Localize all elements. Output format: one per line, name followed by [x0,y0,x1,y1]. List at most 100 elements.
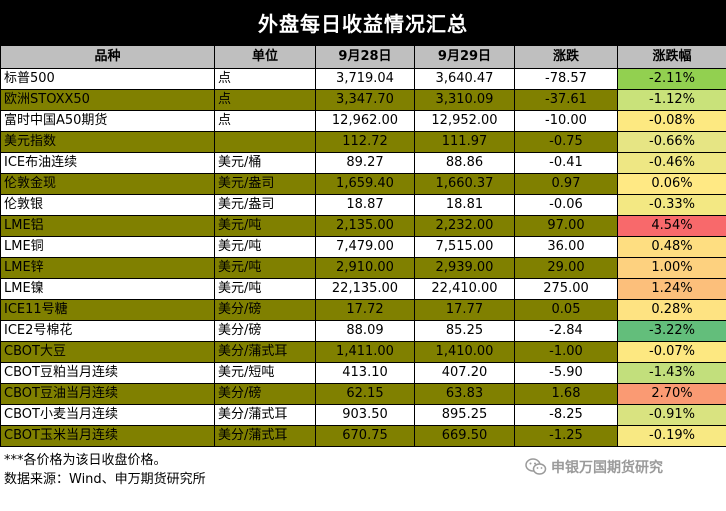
cell-change: -78.57 [514,68,618,90]
cell-name: ICE11号糖 [0,299,215,321]
table-row: CBOT小麦当月连续 美分/蒲式耳 903.50 895.25 -8.25 -0.91% [0,404,726,426]
price-note: ***各价格为该日收盘价格。 [4,453,167,468]
cell-close-date1: 670.75 [315,425,415,447]
cell-change-pct: -0.91% [617,404,726,426]
cell-unit: 美元/吨 [214,257,316,279]
header-date2: 9月29日 [414,45,515,69]
cell-name: LME锌 [0,257,215,279]
cell-close-date2: 407.20 [414,362,515,384]
cell-unit: 美分/磅 [214,383,316,405]
cell-close-date2: 3,640.47 [414,68,515,90]
cell-unit: 美分/磅 [214,299,316,321]
table-row: 美元指数 112.72 111.97 -0.75 -0.66% [0,131,726,153]
cell-close-date1: 2,910.00 [315,257,415,279]
table-row: 伦敦银 美元/盎司 18.87 18.81 -0.06 -0.33% [0,194,726,216]
cell-close-date1: 1,659.40 [315,173,415,195]
cell-close-date2: 85.25 [414,320,515,342]
table-row: LME锌 美元/吨 2,910.00 2,939.00 29.00 1.00% [0,257,726,279]
cell-change-pct: -0.07% [617,341,726,363]
cell-change: 29.00 [514,257,618,279]
cell-change: -5.90 [514,362,618,384]
cell-unit: 美分/蒲式耳 [214,425,316,447]
cell-unit: 美元/吨 [214,236,316,258]
cell-name: LME镍 [0,278,215,300]
cell-change-pct: 0.06% [617,173,726,195]
cell-close-date2: 17.77 [414,299,515,321]
cell-close-date1: 2,135.00 [315,215,415,237]
cell-change-pct: -0.19% [617,425,726,447]
cell-close-date2: 111.97 [414,131,515,153]
cell-change: -10.00 [514,110,618,132]
watermark: 申银万国期货研究 [525,457,663,477]
cell-change: 275.00 [514,278,618,300]
header-unit: 单位 [214,45,316,69]
table-row: 标普500 点 3,719.04 3,640.47 -78.57 -2.11% [0,68,726,90]
table-row: 富时中国A50期货点 12,962.00 12,952.00 -10.00 -0.08% [0,110,726,132]
cell-close-date1: 17.72 [315,299,415,321]
header-variety: 品种 [0,45,215,69]
table-row: ICE2号棉花 美分/磅 88.09 85.25 -2.84 -3.22% [0,320,726,342]
table-row: ICE布油连续 美元/桶 89.27 88.86 -0.41 -0.46% [0,152,726,174]
cell-change: 0.97 [514,173,618,195]
cell-close-date2: 3,310.09 [414,89,515,111]
cell-change-pct: -1.12% [617,89,726,111]
cell-name: 美元指数 [0,131,215,153]
footer: ***各价格为该日收盘价格。 数据来源：Wind、申万期货研究所 申银万国期货研… [0,447,726,488]
cell-close-date2: 895.25 [414,404,515,426]
cell-unit: 美元/吨 [214,278,316,300]
header-date1: 9月28日 [315,45,415,69]
cell-change: -8.25 [514,404,618,426]
cell-close-date2: 2,232.00 [414,215,515,237]
cell-close-date1: 18.87 [315,194,415,216]
cell-change-pct: -0.33% [617,194,726,216]
cell-close-date1: 3,719.04 [315,68,415,90]
cell-close-date2: 18.81 [414,194,515,216]
cell-unit: 美分/蒲式耳 [214,404,316,426]
cell-change-pct: 0.48% [617,236,726,258]
cell-close-date2: 63.83 [414,383,515,405]
cell-change: -0.06 [514,194,618,216]
cell-close-date1: 112.72 [315,131,415,153]
cell-name: CBOT大豆 [0,341,215,363]
cell-close-date1: 89.27 [315,152,415,174]
cell-change-pct: -3.22% [617,320,726,342]
cell-close-date2: 669.50 [414,425,515,447]
cell-close-date1: 62.15 [315,383,415,405]
cell-change-pct: -0.46% [617,152,726,174]
cell-change: -0.75 [514,131,618,153]
cell-close-date2: 1,660.37 [414,173,515,195]
cell-close-date2: 12,952.00 [414,110,515,132]
header-change-pct: 涨跌幅 [617,45,726,69]
cell-close-date2: 7,515.00 [414,236,515,258]
table-row: CBOT豆油当月连续 美分/磅 62.15 63.83 1.68 2.70% [0,383,726,405]
cell-close-date2: 88.86 [414,152,515,174]
cell-unit: 美元/盎司 [214,194,316,216]
cell-close-date1: 1,411.00 [315,341,415,363]
cell-close-date2: 2,939.00 [414,257,515,279]
table-row: LME铜 美元/吨 7,479.00 7,515.00 36.00 0.48% [0,236,726,258]
table-row: LME镍 美元/吨 22,135.00 22,410.00 275.00 1.24% [0,278,726,300]
cell-change: -1.00 [514,341,618,363]
cell-name: CBOT豆油当月连续 [0,383,215,405]
cell-name: ICE2号棉花 [0,320,215,342]
cell-change: 36.00 [514,236,618,258]
cell-change-pct: 2.70% [617,383,726,405]
cell-unit: 美元/短吨 [214,362,316,384]
cell-change-pct: -2.11% [617,68,726,90]
cell-close-date1: 3,347.70 [315,89,415,111]
table-row: CBOT大豆 美分/蒲式耳 1,411.00 1,410.00 -1.00 -0.07% [0,341,726,363]
cell-unit: 美分/蒲式耳 [214,341,316,363]
table-row: LME铝 美元/吨 2,135.00 2,232.00 97.00 4.54% [0,215,726,237]
cell-unit: 点 [214,68,316,90]
cell-change-pct: 1.24% [617,278,726,300]
table-row: CBOT豆粕当月连续 美元/短吨 413.10 407.20 -5.90 -1.43% [0,362,726,384]
cell-change-pct: 0.28% [617,299,726,321]
cell-close-date1: 12,962.00 [315,110,415,132]
cell-change: -1.25 [514,425,618,447]
summary-table: 品种 单位 9月28日 9月29日 涨跌 涨跌幅 标普500 点 3,719.04 3… [0,45,726,447]
table-body: 标普500 点 3,719.04 3,640.47 -78.57 -2.11% 欧洲STOX… [0,68,726,447]
source-note: 数据来源：Wind、申万期货研究所 [4,472,206,487]
cell-change-pct: -0.66% [617,131,726,153]
header-change: 涨跌 [514,45,618,69]
cell-unit: 美元/盎司 [214,173,316,195]
